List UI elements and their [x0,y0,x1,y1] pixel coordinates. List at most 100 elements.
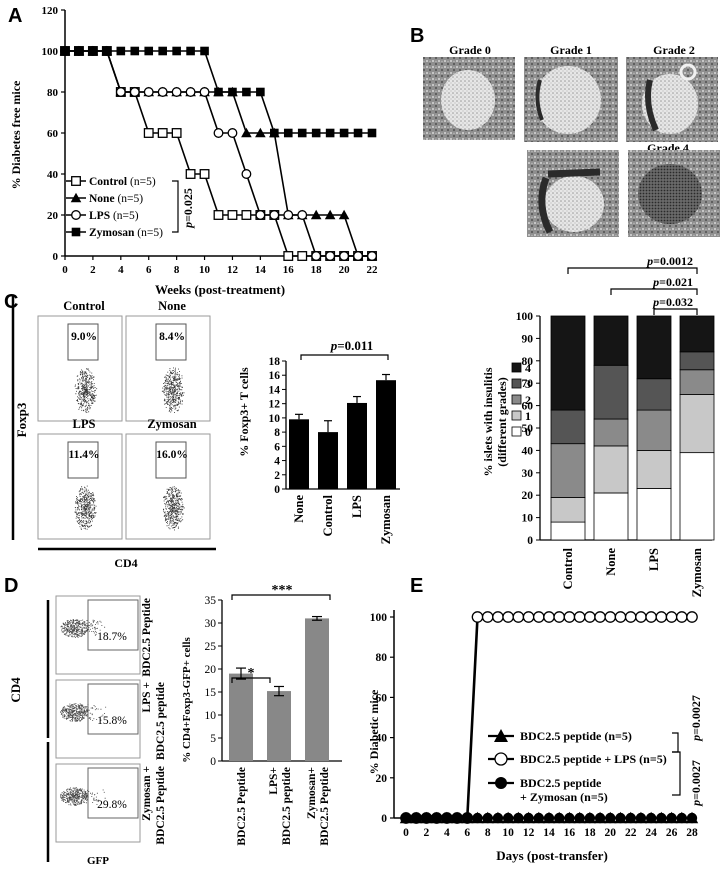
panel-e-x-axis-label: Days (post-transfer) [496,848,608,863]
panel-a-x-tick-label: 20 [339,264,351,276]
panel-a-x-tick-label: 14 [255,264,267,276]
panel-a-point [256,87,265,97]
panel-e-point [564,812,575,824]
panel-e-y-tick-label: 40 [376,733,388,745]
panel-c-bars [289,373,396,489]
panel-a-point [270,128,279,138]
panel-e-x-tick-label: 22 [625,827,637,839]
panel-e-point [502,812,514,824]
panel-b-bar-segment [593,445,629,494]
panel-c-flow-frame [125,433,211,540]
panel-d-flow-label: Zymosan + [141,766,153,821]
panel-d-category-label: LPS+ [268,767,280,795]
panel-a-point [283,251,294,261]
panel-e-point [604,611,617,623]
panel-a-point [353,128,363,138]
panel-d-sig-bracket-short [231,677,271,683]
panel-b-pvalue-bracket [653,308,698,315]
panel-b-bar-segment [636,315,672,380]
panel-b-pvalue-bracket [567,267,698,274]
panel-e-point [584,812,596,824]
panel-b-bar-segment [636,409,672,451]
panel-b-pvalue: p=0.032 [652,295,693,309]
panel-c-category-label: None [292,495,306,523]
panel-e-x-tick-label: 14 [543,827,555,839]
panel-e-x-tick-label: 20 [605,827,617,839]
panel-a-x-tick-label: 8 [174,264,180,276]
panel-a-legend-entry: LPS (n=5) [89,210,139,222]
panel-d-category-label: BDC2.5 Peptide [319,767,331,846]
panel-b-pvalue-brackets: p=0.0012 p=0.021 p=0.032 [567,254,698,315]
panel-a-point [339,128,349,138]
panel-b-y-tick-label: 60 [522,401,534,413]
panel-a-point [116,46,126,56]
panel-a-point [310,209,322,220]
grade-0-label: Grade 0 [449,43,491,57]
panel-a-point [185,169,196,179]
panel-e-x-tick-label: 0 [403,827,409,839]
panel-e-point [625,812,636,824]
panel-d-y-tick-label: 5 [210,733,216,745]
panel-e-point [645,812,657,824]
panel-e-pvalue-lower: p=0.0027 [689,760,703,807]
panel-e-point [492,812,504,824]
panel-a-point [213,128,224,138]
panel-a-pvalue-bracket [172,180,179,233]
panel-b-pvalue: p=0.0012 [646,254,693,268]
panel-d-y-tick-label: 20 [205,664,217,676]
panel-e-point [594,611,606,623]
panel-c-y-tick-label: 2 [274,470,280,482]
panel-c-flow-gate [155,323,187,361]
panel-c-flow-gate [67,441,99,479]
panel-d-flow-plots: 18.7% BDC2.5 Peptide 15.8% LPS + BDC2.5 pept… [55,595,167,845]
panel-a-legend-marker [70,192,82,203]
panel-d-flow-label: BDC2.5 Peptide [155,766,167,845]
panel-letter-a: A [8,5,22,27]
panel-d-bar-y-axis-label: % CD4+Foxp3-GFP+ cells [181,636,193,762]
panel-d-bar [305,618,329,761]
panel-a-point [283,128,293,138]
panel-e-point [665,611,678,623]
panel-b-legend-swatch [511,426,522,437]
panel-e-bracket-upper [672,732,679,753]
panel-d-flow-gate [87,599,139,651]
panel-d-y-tick-label: 15 [205,687,217,699]
panel-a-x-tick-label: 12 [227,264,239,276]
panel-a-x-tick-label: 10 [199,264,211,276]
panel-c-flow-pct: 9.0% [71,331,97,343]
panel-letter-c: C [4,291,18,313]
panel-e-point [543,812,555,824]
panel-a-legend-marker [71,176,81,186]
panel-e-point [656,812,667,824]
panel-b-legend-label: 4 [525,361,531,375]
panel-b-bar-segment [679,351,715,371]
panel-a-point [157,87,168,97]
panel-e-legend-marker [495,777,507,789]
panel-d-bars [229,615,329,761]
panel-d-flow-pct: 29.8% [97,799,127,811]
panel-a-point [324,209,336,220]
panel-b-bar-segment [550,443,586,498]
panel-a-point [227,210,238,220]
panel-d-flow-gate [87,767,139,819]
panel-d-flow-label: BDC2.5 Peptide [141,598,153,677]
panel-b-legend-label: 3 [525,377,531,391]
panel-a-x-tick-label: 18 [311,264,323,276]
panel-b-bar-segment [679,393,715,454]
panel-b-legend-label: 1 [525,409,531,423]
panel-c-flow-gate [67,323,99,361]
panel-d-y-tick-label: 30 [205,618,217,630]
panel-c-foxp3-axis-label: Foxp3 [14,402,29,437]
grade-2-label: Grade 2 [653,43,695,57]
panel-a-y-axis-label: % Diabetes free mice [9,80,23,189]
panel-a-point [199,169,210,179]
panel-e-legend-entry: + Zymosan (n=5) [520,790,608,804]
panel-a-point [129,87,140,97]
panel-b-pvalue: p=0.021 [652,275,693,289]
panel-d-category-label: Zymosan+ [306,767,318,819]
panel-b-legend-label: 2 [525,393,531,407]
panel-e-x-tick-label: 18 [584,827,596,839]
panel-d-category-label: BDC2.5 Peptide [236,767,248,846]
